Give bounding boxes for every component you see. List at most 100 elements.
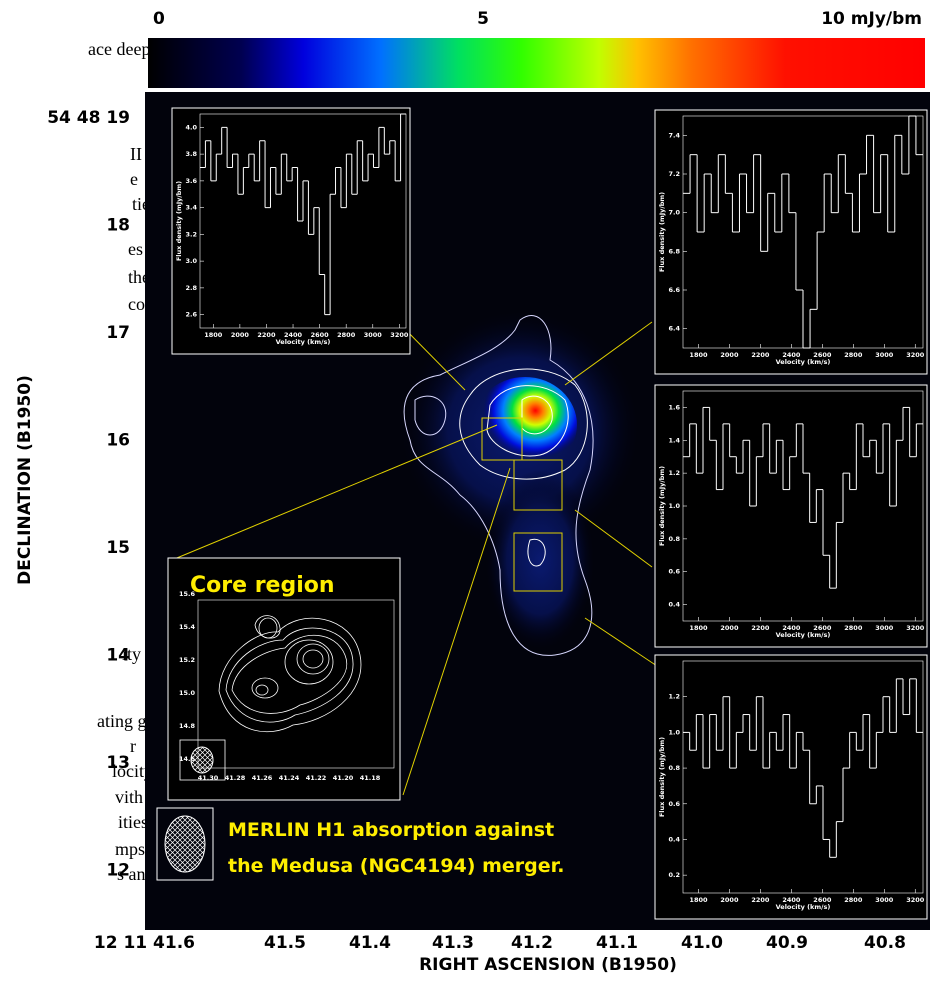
- y-tick-label: 1.0: [668, 502, 680, 510]
- x-tick-label: 2400: [782, 624, 801, 632]
- x-tick-label: 2200: [257, 331, 276, 339]
- y-tick-label: 0.2: [668, 871, 680, 879]
- inset-axes: [197, 599, 395, 769]
- pointer: [584, 617, 661, 669]
- contour: [527, 538, 546, 567]
- text-fragment: ity: [122, 644, 141, 664]
- ra-tick-label: 41.4: [349, 933, 391, 953]
- text-fragment: the: [128, 267, 150, 287]
- dec-tick-label: 14: [106, 646, 130, 666]
- y-tick-label: 0.6: [668, 568, 680, 576]
- x-tick-label: 2000: [720, 896, 739, 904]
- x-tick-label: 2000: [720, 351, 739, 359]
- x-tick-label: 2200: [751, 624, 770, 632]
- ra-tick-label: 41.1: [596, 933, 638, 953]
- colorbar: [148, 38, 925, 88]
- colorbar-label: 5: [477, 9, 489, 29]
- ra-tick-label: 40.9: [766, 933, 808, 953]
- y-tick-label: 6.4: [668, 325, 680, 333]
- text-fragment: ities: [118, 812, 148, 832]
- x-tick-label: 1800: [689, 896, 708, 904]
- y-tick-label: 0.6: [668, 800, 680, 808]
- x-tick-label: 3000: [875, 624, 894, 632]
- x-tick-label: 2800: [844, 624, 863, 632]
- x-axis-label: Velocity (km/s): [776, 631, 831, 639]
- inset-ticks: 15.6 15.4 15.2 15.0 14.8 14.6 41.30 41.28 41.26 4…: [179, 590, 381, 782]
- ra-tick-label: 40.8: [864, 933, 906, 953]
- inset-y-tick: 14.8: [179, 722, 196, 730]
- x-tick-label: 2800: [844, 351, 863, 359]
- x-tick-label: 1800: [689, 624, 708, 632]
- inset-y-tick: 14.6: [179, 755, 196, 763]
- x-tick-label: 2600: [813, 351, 832, 359]
- ra-tick-label: 12 11 41.6: [94, 933, 195, 953]
- x-tick-label: 3000: [364, 331, 383, 339]
- panel: [654, 109, 928, 375]
- dec-tick-label: 12: [106, 861, 130, 881]
- beam: [164, 815, 206, 873]
- panel: [654, 654, 928, 920]
- y-tick-label: 3.8: [185, 150, 197, 158]
- x-tick-label: 2000: [231, 331, 250, 339]
- region-box: [513, 532, 563, 592]
- x-tick-label: 1800: [204, 331, 223, 339]
- inset-x-tick: 41.22: [306, 774, 327, 782]
- text-fragment: ace deep: [88, 39, 150, 59]
- contour: [403, 315, 594, 656]
- y-tick-label: 0.4: [668, 835, 680, 843]
- contour: [521, 395, 553, 435]
- inset-y-tick: 15.2: [179, 656, 195, 664]
- dec-title: DECLINATION (B1950): [15, 375, 35, 585]
- inset: Core region: [167, 557, 401, 801]
- x-tick-label: 3200: [906, 896, 925, 904]
- ra-tick-label: 41.3: [432, 933, 474, 953]
- y-tick-label: 3.6: [185, 177, 197, 185]
- y-tick-label: 0.4: [668, 601, 680, 609]
- y-tick-label: 1.2: [668, 469, 680, 477]
- y-tick-label: 1.4: [668, 436, 680, 444]
- x-tick-label: 2600: [813, 896, 832, 904]
- y-tick-label: 3.2: [185, 230, 197, 238]
- colorbar-label: 0: [153, 9, 165, 29]
- region-box: [481, 417, 523, 461]
- x-tick-label: 2000: [720, 624, 739, 632]
- dec-tick-label: 17: [106, 323, 130, 343]
- y-tick-label: 1.0: [668, 728, 680, 736]
- tail: [485, 470, 595, 650]
- y-axis-label: Flux density (mJy/bm): [658, 466, 666, 546]
- y-tick-label: 7.0: [668, 209, 680, 217]
- ra-tick-label: 41.2: [511, 933, 553, 953]
- inset-x-tick: 41.24: [279, 774, 300, 782]
- y-tick-label: 3.0: [185, 257, 197, 265]
- panel-axes: [199, 113, 407, 329]
- regions: [171, 321, 661, 796]
- inset-contours: [218, 615, 362, 733]
- y-tick-label: 1.6: [668, 403, 680, 411]
- inset-y-tick: 15.4: [179, 623, 196, 631]
- dec-tick-label: 13: [106, 753, 130, 773]
- galaxy: [400, 310, 928, 656]
- x-tick-label: 2600: [813, 624, 832, 632]
- contour: [414, 395, 447, 436]
- y-tick-label: 0.8: [668, 535, 680, 543]
- x-axis-label: Velocity (km/s): [276, 338, 331, 346]
- text-fragment: II: [130, 144, 142, 164]
- x-tick-label: 3200: [906, 624, 925, 632]
- colorbar-label: 10 mJy/bm: [821, 9, 922, 29]
- spectra: 4.0 3.8 3.6 3.4 3.2 3.0 2.8 2.6 1800 2000 2200 2400…: [171, 107, 928, 920]
- y-tick-label: 3.4: [185, 204, 197, 212]
- x-axis-label: Velocity (km/s): [776, 358, 831, 366]
- y-tick-label: 0.8: [668, 764, 680, 772]
- y-tick-label: 4.0: [185, 123, 197, 131]
- panel-axes: [682, 660, 924, 894]
- dec-tick-label: 18: [106, 216, 130, 236]
- y-tick-label: 2.8: [185, 284, 197, 292]
- x-tick-label: 3000: [875, 896, 894, 904]
- x-tick-label: 2600: [311, 331, 330, 339]
- pointer: [574, 509, 653, 568]
- beam: [190, 746, 214, 774]
- dec-tick-label: 16: [106, 431, 130, 451]
- y-tick-label: 7.4: [668, 131, 680, 139]
- beam-box: [179, 739, 226, 781]
- x-tick-label: 3000: [875, 351, 894, 359]
